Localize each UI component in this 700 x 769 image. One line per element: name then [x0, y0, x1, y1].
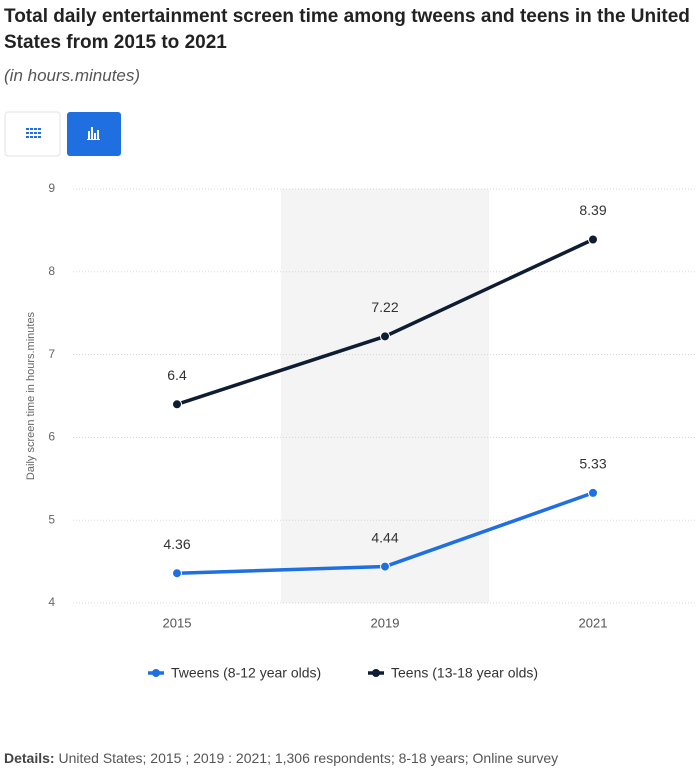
- chart: 4 5 6 7 8 9 Daily screen time in hours.minutes…: [4, 111, 697, 681]
- legend-marker-dot: [152, 669, 160, 677]
- y-axis-label: Daily screen time in hours.minutes: [25, 311, 37, 480]
- chart-subtitle: (in hours.minutes): [4, 66, 141, 85]
- y-tick-label: 8: [48, 264, 55, 278]
- y-tick-label: 4: [48, 595, 55, 609]
- data-point: [380, 561, 390, 572]
- data-point: [172, 399, 182, 410]
- chart-title: Total daily entertainment screen time am…: [4, 6, 690, 53]
- y-tick-label: 7: [48, 347, 55, 361]
- x-tick-label: 2021: [579, 615, 608, 630]
- data-label: 7.22: [371, 299, 398, 315]
- y-tick-label: 6: [48, 430, 55, 444]
- y-tick-label: 5: [48, 512, 55, 526]
- data-point: [588, 487, 598, 498]
- details-label: Details:: [4, 750, 55, 766]
- data-label: 8.39: [579, 202, 606, 218]
- data-point: [588, 234, 598, 245]
- x-tick-label: 2015: [163, 615, 192, 630]
- legend-label: Tweens (8-12 year olds): [171, 665, 321, 681]
- data-label: 4.44: [371, 529, 398, 545]
- chart-icon: [87, 127, 100, 140]
- details-text: United States; 2015 ; 2019 : 2021; 1,306…: [58, 750, 559, 766]
- data-point: [380, 331, 390, 342]
- x-tick-label: 2019: [371, 615, 400, 630]
- data-label: 6.4: [167, 367, 187, 383]
- legend-label: Teens (13-18 year olds): [391, 665, 538, 681]
- hover-band: [281, 189, 489, 603]
- data-label: 4.36: [163, 536, 190, 552]
- data-point: [172, 568, 182, 579]
- details: Details: United States; 2015 ; 2019 : 20…: [4, 750, 558, 766]
- data-label: 5.33: [579, 456, 606, 472]
- legend-marker-dot: [372, 669, 380, 677]
- table-icon: [26, 128, 41, 138]
- y-tick-label: 9: [48, 181, 55, 195]
